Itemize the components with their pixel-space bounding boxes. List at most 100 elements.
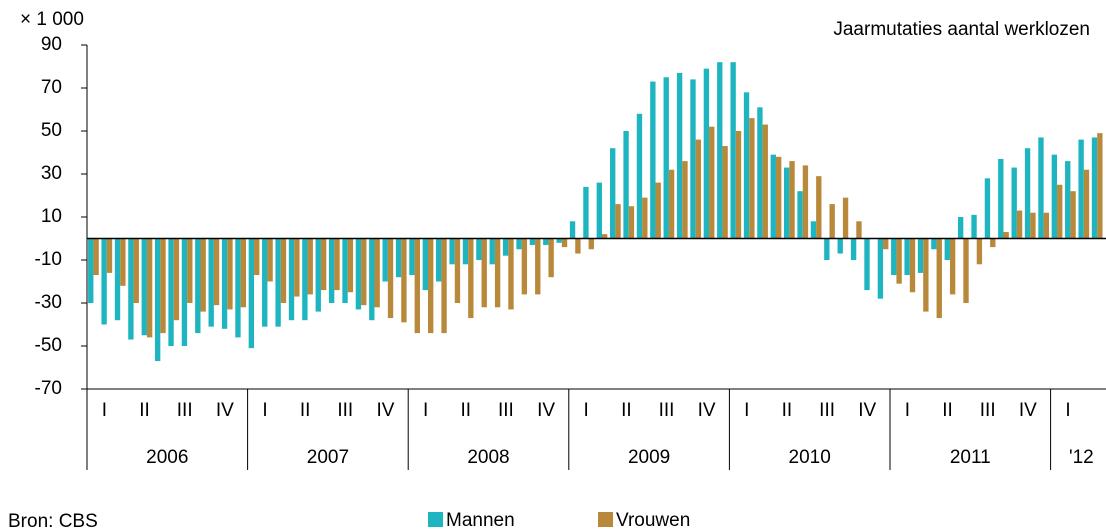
bar: [294, 238, 300, 297]
bar: [248, 238, 255, 349]
bar: [717, 62, 723, 239]
bar: [917, 238, 924, 273]
bar: [976, 238, 983, 265]
bar: [561, 238, 568, 248]
bar: [784, 167, 790, 239]
bar: [762, 124, 768, 239]
quarter-label: II: [300, 400, 311, 421]
bar: [529, 238, 536, 245]
bar: [414, 238, 420, 334]
bar: [623, 131, 629, 239]
bar: [521, 238, 528, 295]
bar: [1051, 154, 1058, 239]
bar: [320, 238, 327, 291]
year-label: 2011: [950, 447, 991, 468]
bar: [240, 238, 246, 308]
quarter-label: IV: [698, 400, 716, 421]
bar: [535, 238, 541, 295]
bar: [690, 79, 696, 239]
y-tick-label: -30: [35, 292, 62, 313]
bar: [146, 238, 153, 338]
quarter-label: IV: [537, 400, 555, 421]
quarter-label: III: [498, 400, 514, 421]
bar: [824, 238, 830, 260]
bar: [896, 238, 902, 284]
bar: [709, 126, 715, 239]
bar: [682, 161, 688, 239]
bar: [569, 221, 576, 239]
bar: [837, 238, 843, 254]
bar: [1016, 210, 1023, 239]
bar: [816, 176, 822, 239]
bar: [128, 238, 134, 340]
bar: [355, 238, 362, 310]
quarter-label: IV: [376, 400, 394, 421]
bar: [428, 238, 434, 334]
bar: [468, 238, 474, 319]
bar: [114, 238, 121, 321]
bar: [275, 238, 281, 327]
bar: [262, 238, 268, 327]
quarter-label: III: [337, 400, 353, 421]
legend-label: Mannen: [446, 510, 515, 531]
bar: [200, 238, 206, 312]
bar: [543, 238, 549, 245]
bar: [596, 182, 602, 239]
y-tick-label: 70: [41, 77, 62, 98]
bar: [88, 238, 94, 303]
bar: [1078, 139, 1084, 239]
bar: [610, 148, 616, 239]
bar: [1043, 212, 1049, 239]
bar: [342, 238, 348, 303]
bar: [770, 154, 776, 239]
bar: [280, 238, 287, 303]
bar: [655, 182, 661, 239]
year-label: 2008: [467, 447, 509, 468]
y-tick-label: 90: [41, 34, 62, 55]
quarter-label: III: [177, 400, 193, 421]
bar: [797, 191, 803, 239]
bar: [957, 217, 964, 239]
quarter-label: II: [621, 400, 632, 421]
bar: [481, 238, 487, 308]
unit-label: × 1 000: [20, 9, 84, 30]
bar: [93, 238, 99, 276]
bar: [441, 238, 447, 334]
bar: [810, 221, 817, 239]
bar: [883, 238, 889, 250]
bar: [235, 238, 241, 338]
bar: [395, 238, 402, 278]
bar: [802, 165, 809, 239]
bar: [703, 68, 710, 239]
bar: [556, 238, 562, 243]
year-label: 2010: [789, 447, 831, 468]
bar: [254, 238, 260, 276]
bar: [288, 238, 295, 321]
bar: [494, 238, 501, 308]
bar: [909, 238, 916, 293]
bar: [374, 238, 380, 308]
bar: [101, 238, 107, 325]
bar: [315, 238, 321, 312]
bar: [454, 238, 461, 303]
bar: [436, 238, 442, 282]
bar: [548, 238, 554, 278]
bar: [347, 238, 354, 293]
bar: [971, 214, 977, 239]
legend-label: Vrouwen: [616, 510, 690, 531]
bar: [864, 238, 870, 291]
bar: [931, 238, 937, 250]
bar: [106, 238, 113, 273]
bar: [489, 238, 495, 265]
quarter-label: IV: [1019, 400, 1037, 421]
quarter-label: IV: [858, 400, 876, 421]
quarter-label: I: [905, 400, 910, 421]
y-tick-label: -10: [35, 249, 62, 270]
bar: [695, 139, 702, 239]
bar: [476, 238, 482, 260]
quarter-label: II: [782, 400, 793, 421]
bar: [923, 238, 929, 312]
quarter-label: IV: [216, 400, 234, 421]
bar: [382, 238, 388, 282]
quarter-label: I: [102, 400, 107, 421]
